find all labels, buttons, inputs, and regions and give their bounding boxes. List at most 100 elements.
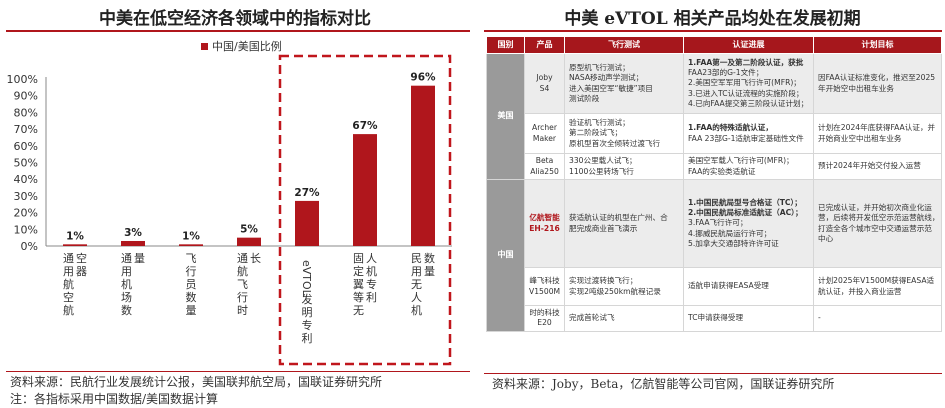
- cell-line: NASA移动声学测试；: [569, 73, 644, 83]
- plan-cell: 已完成认证，并开始初次商业化运 营，后续将开发低空示范运营航线， 打造全各个城市空中…: [813, 179, 942, 268]
- data-label: 3%: [124, 227, 142, 239]
- certification-cell: 1.FAA第一及第二阶段认证，获批 FAA23部的G-1文件； 2.美国空军军用飞行…: [683, 53, 814, 114]
- product-cell: Archer Maker: [524, 113, 565, 154]
- data-label: 27%: [294, 187, 320, 199]
- y-tick-label: 10%: [14, 223, 38, 236]
- cell-line: FAA 23部G-1适航审定基础性文件: [688, 133, 804, 143]
- header-certification: 认证进展: [683, 36, 814, 54]
- right-source-rule: [484, 373, 942, 374]
- category-label: 数: [424, 252, 435, 265]
- table-row: 时的科技 E20 完成首轮试飞 TC申请获得受理 -: [487, 305, 942, 332]
- cell-line: 3.FAA飞行许可；: [688, 218, 748, 228]
- cell-line: 第二阶段试飞；: [569, 128, 623, 138]
- category-label: 量: [134, 252, 145, 265]
- header-plan: 计划目标: [813, 36, 942, 54]
- y-tick-label: 90%: [14, 90, 38, 103]
- category-label: 航: [63, 277, 74, 291]
- cell-line: 1.FAA的特殊适航认证，: [688, 123, 773, 133]
- category-label: 定: [353, 264, 364, 278]
- cell-line: 获适航认证的机型在广州、合: [569, 213, 668, 223]
- data-label: 67%: [352, 120, 378, 132]
- certification-cell: 适航申请获得EASA受理: [683, 267, 814, 306]
- cell-line: 时的科技: [529, 308, 560, 317]
- category-label: 场: [121, 290, 132, 304]
- category-label: 专: [366, 277, 377, 291]
- category-label: 民: [411, 252, 422, 265]
- table-row: 美国 Joby S4 原型机飞行测试； NASA移动声学测试； 进入美国空军“敏捷”项目测…: [486, 53, 942, 180]
- evtol-product-table: 国别 产品 飞行测试 认证进展 计划目标 美国 Joby S4 原型机飞行测试； NAS…: [486, 36, 942, 332]
- cell-line: 1.中国民航局型号合格证（TC）；: [688, 197, 802, 207]
- bar: [295, 200, 319, 246]
- cell-line: EH-216: [529, 223, 560, 233]
- table-row: Archer Maker 验证机飞行测试； 第二阶段试飞； 原机型首次全倾转过渡飞行 1.…: [487, 113, 942, 154]
- right-panel-title: 中美 eVTOL 相关产品均处在发展初期: [564, 9, 861, 29]
- table-header-row: 国别 产品 飞行测试 认证进展 计划目标: [486, 36, 942, 54]
- category-label: 固: [353, 252, 364, 265]
- cell-line: TC申请获得受理: [688, 313, 744, 323]
- plan-cell: 计划2025年V1500M获得EASA适 航认证，并投入商业运营: [813, 267, 942, 306]
- cell-line: 2.美国空军军用飞行许可(MFR)；: [688, 78, 801, 88]
- y-tick-label: 60%: [14, 140, 38, 153]
- category-label: 用: [411, 265, 422, 278]
- category-label: 航: [237, 264, 248, 278]
- product-cell: Joby S4: [524, 53, 565, 114]
- bar: [353, 134, 377, 246]
- cell-line: 航认证，并投入商业运营: [818, 286, 902, 296]
- certification-cell: 美国空军载人飞行许可(MFR)； FAA的实验类适航证: [683, 153, 814, 180]
- y-tick-label: 20%: [14, 207, 38, 220]
- cell-line: 开始商业空中出租车业务: [818, 133, 902, 143]
- flight-test-cell: 原型机飞行测试； NASA移动声学测试； 进入美国空军“敏捷”项目 测试阶段: [564, 53, 684, 114]
- product-cell: 峰飞科技 V1500M: [524, 267, 565, 306]
- cell-line: 打造全各个城市空中交通运营示范: [818, 223, 932, 233]
- cell-line: -: [818, 313, 821, 323]
- cell-line: 原机型首次全倾转过渡飞行: [569, 138, 661, 148]
- table-row: 中国 亿航智能 EH-216 获适航认证的机型在广州、合 肥完成商业首飞演示 1.中国民航…: [486, 179, 942, 332]
- data-label: 1%: [66, 230, 84, 242]
- category-label: 长: [250, 252, 261, 265]
- plan-cell: 因FAA认证标准变化，推迟至2025 年开始空中出租车业务: [813, 53, 942, 114]
- country-cell: 美国: [486, 53, 525, 180]
- category-label: 专: [302, 318, 313, 332]
- y-tick-label: 0%: [21, 240, 38, 253]
- flight-test-cell: 330公里载人试飞； 1100公里转场飞行: [564, 153, 684, 180]
- category-label: 无: [353, 304, 364, 317]
- y-tick-label: 30%: [14, 190, 38, 203]
- category-label: 飞: [186, 252, 197, 265]
- cell-line: 4.已向FAA提交第三阶段认证计划；: [688, 98, 809, 108]
- header-product: 产品: [524, 36, 565, 54]
- cell-line: V1500M: [529, 286, 561, 296]
- certification-cell: 1.中国民航局型号合格证（TC）； 2.中国民航局标准适航证（AC）； 3.FAA飞…: [683, 179, 814, 268]
- category-label: 行: [237, 291, 248, 304]
- cell-line: 进入美国空军“敏捷”项目: [569, 83, 653, 93]
- cell-line: 3.已进入TC认证流程的实施阶段；: [688, 88, 804, 98]
- flight-test-cell: 完成首轮试飞: [564, 305, 684, 332]
- cell-line: 5.加拿大交通部特许许可证: [688, 238, 779, 248]
- flight-test-cell: 验证机飞行测试； 第二阶段试飞； 原机型首次全倾转过渡飞行: [564, 113, 684, 154]
- cell-line: 美国空军载人飞行许可(MFR)；: [688, 156, 794, 166]
- right-source-text: 资料来源：Joby，Beta，亿航智能等公司官网，国联证券研究所: [492, 377, 835, 391]
- category-label: 翼: [353, 278, 364, 291]
- category-label: 空: [76, 251, 87, 265]
- right-title-rule: [484, 30, 942, 32]
- category-label: 明: [302, 306, 313, 319]
- left-source-text: 资料来源：民航行业发展统计公报，美国联邦航空局，国联证券研究所: [10, 375, 383, 389]
- data-label: 96%: [410, 72, 436, 84]
- cell-line: 2.中国民航局标准适航证（AC）；: [688, 208, 803, 218]
- category-label: 机: [121, 277, 132, 291]
- category-label: 用: [121, 265, 132, 278]
- cell-line: 测试阶段: [569, 93, 600, 103]
- legend-label: 中国/美国比例: [212, 39, 282, 53]
- left-note-text: 注：各指标采用中国数据/美国数据计算: [10, 392, 219, 406]
- bar: [63, 244, 87, 246]
- category-label: 利: [302, 332, 313, 345]
- category-label: 时: [237, 304, 248, 317]
- bar: [121, 240, 145, 246]
- cell-line: 年开始空中出租车业务: [818, 83, 894, 93]
- cell-line: 肥完成商业首飞演示: [569, 223, 638, 233]
- cell-line: 4.挪威民航局运行许可；: [688, 228, 772, 238]
- bar-chart: 中国/美国比例 0% 10% 20% 30% 40% 50% 60% 70% 80% 90% 100%…: [7, 39, 452, 366]
- data-label: 5%: [240, 224, 258, 236]
- cell-line: 1100公里转场飞行: [569, 166, 634, 176]
- category-label: 人: [411, 291, 422, 304]
- category-label: 机: [366, 264, 377, 278]
